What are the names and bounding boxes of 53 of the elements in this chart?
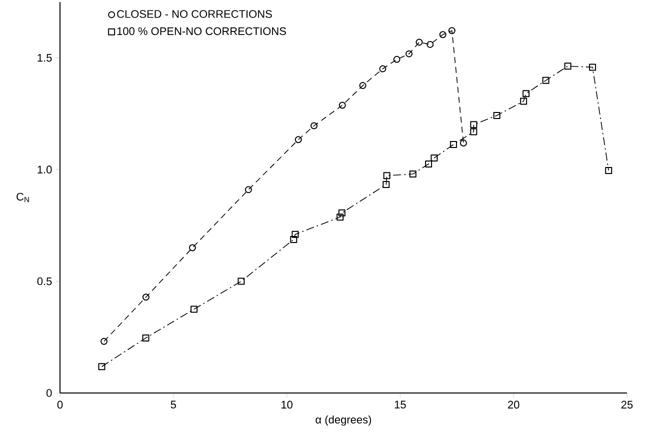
point <box>310 122 318 130</box>
point <box>190 306 198 313</box>
point <box>493 112 500 119</box>
point <box>290 236 298 243</box>
point <box>426 40 434 48</box>
point <box>470 128 478 136</box>
point <box>292 230 299 238</box>
point <box>142 294 150 301</box>
point <box>542 76 550 84</box>
point <box>383 172 390 180</box>
legend-label: 100 % OPEN-NO CORRECTIONS <box>117 27 286 36</box>
point <box>359 82 366 90</box>
x-tick-label: 10 <box>282 400 292 409</box>
point <box>406 50 413 58</box>
point <box>294 136 302 144</box>
point <box>142 334 150 342</box>
point <box>336 214 344 221</box>
y-tick-label: 0 <box>46 389 52 397</box>
x-tick-label: 15 <box>394 400 406 408</box>
x-axis-title: α (degrees) <box>316 415 372 426</box>
point <box>379 65 386 72</box>
point <box>470 121 478 128</box>
point <box>448 27 456 34</box>
point <box>188 244 196 252</box>
point <box>520 98 528 105</box>
point <box>439 31 446 38</box>
x-tick-label: 25 <box>621 400 633 409</box>
point <box>450 141 457 148</box>
point <box>522 90 530 98</box>
y-axis-title: C$_{N}$ <box>16 192 29 202</box>
point <box>564 62 572 70</box>
y-tick-label: 1.5 <box>38 54 52 62</box>
x-tick-label: 5 <box>170 400 176 408</box>
y-tick-label: 0.5 <box>37 277 52 286</box>
point <box>244 186 252 194</box>
point <box>605 166 612 174</box>
point <box>238 278 245 285</box>
x-tick-label: 20 <box>508 400 520 409</box>
point <box>425 160 432 168</box>
point <box>393 56 400 63</box>
point <box>589 64 596 71</box>
point <box>338 102 346 109</box>
point <box>416 38 423 46</box>
point <box>430 154 438 162</box>
point <box>98 363 106 370</box>
y-tick-label: 1.0 <box>38 166 52 174</box>
point <box>382 181 390 188</box>
point <box>409 170 416 178</box>
point <box>338 209 346 216</box>
x-tick-label: 0 <box>57 400 63 409</box>
legend-label: CLOSED - NO CORRECTIONS <box>117 10 272 18</box>
point <box>460 139 467 146</box>
point <box>100 338 108 345</box>
